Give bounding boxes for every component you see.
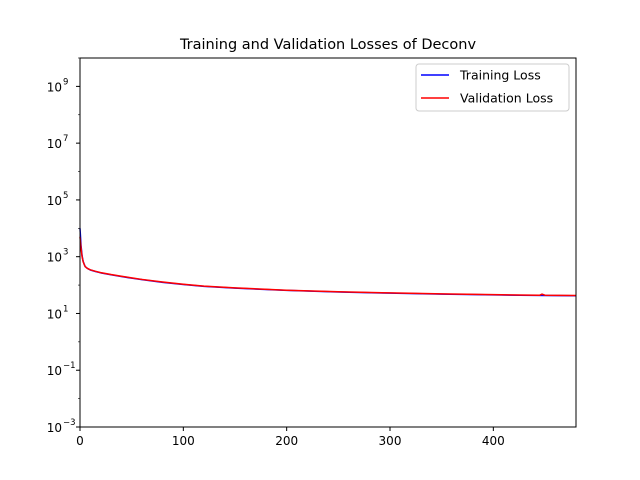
y-tick-exponent: 9 [63,77,68,87]
series-layer [79,228,577,297]
legend: Training Loss Validation Loss [415,63,570,112]
legend-label-1: Validation Loss [460,91,553,106]
y-tick-exponent: 1 [63,304,68,314]
y-tick-label: 10 [47,251,62,265]
y-tick-label: 10 [47,364,62,378]
series-line-1 [79,236,577,297]
y-tick-exponent: 5 [63,191,68,201]
y-tick-label: 10 [47,80,62,94]
x-tick-label: 200 [275,434,298,448]
legend-box [415,63,570,112]
y-tick-exponent: −1 [63,361,76,371]
y-tick-label: 10 [47,194,62,208]
chart-title: Training and Validation Losses of Deconv [179,37,477,53]
y-tick-label: 10 [47,421,62,435]
y-tick-exponent: −3 [63,418,76,428]
y-tick-label: 10 [47,137,62,151]
legend-label-0: Training Loss [459,68,541,83]
x-tick-label: 0 [76,434,84,448]
x-tick-label: 100 [172,434,195,448]
x-axis-ticks: 0 100 200 300 400 [76,427,505,448]
x-tick-label: 300 [379,434,402,448]
y-tick-exponent: 3 [63,248,68,258]
y-tick-label: 10 [47,307,62,321]
y-tick-exponent: 7 [63,134,68,144]
plot-frame [79,57,577,428]
x-tick-label: 400 [482,434,505,448]
